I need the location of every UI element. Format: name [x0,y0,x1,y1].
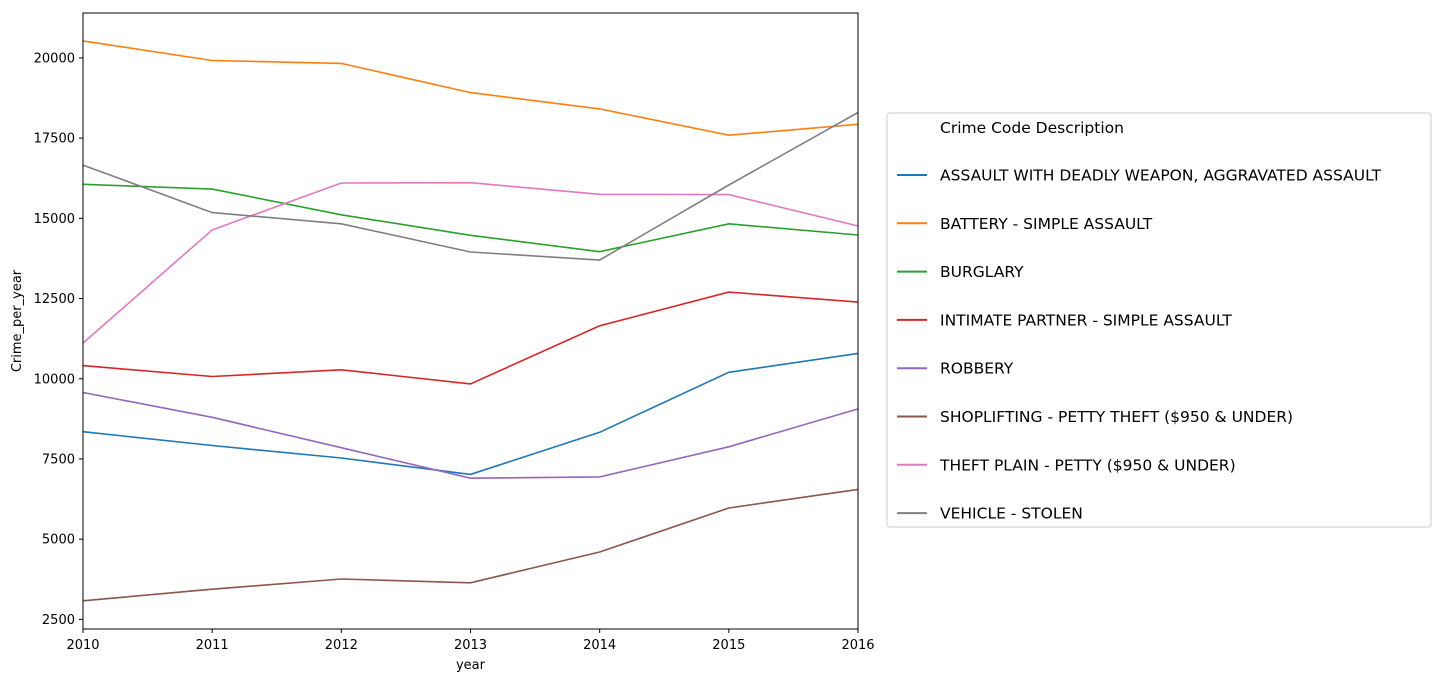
series-line-7 [82,111,859,261]
legend-entry-label: BURGLARY [940,263,1024,281]
legend-entry-label: SHOPLIFTING - PETTY THEFT ($950 & UNDER) [940,408,1293,426]
legend-entry-label: INTIMATE PARTNER - SIMPLE ASSAULT [940,311,1232,329]
series-line-3 [82,291,859,385]
legend-entry-label: BATTERY - SIMPLE ASSAULT [940,215,1153,233]
x-tick-label: 2016 [841,638,874,653]
legend-box [886,112,1432,528]
x-tick-label: 2011 [196,638,229,653]
legend: Crime Code Description ASSAULT WITH DEAD… [886,112,1432,528]
y-tick-label: 7500 [42,452,75,467]
x-tick-label: 2014 [583,638,616,653]
x-tick-label: 2010 [66,638,99,653]
y-tick-label: 5000 [42,533,75,548]
series-lines [82,40,859,602]
series-line-4 [82,391,859,480]
legend-title: Crime Code Description [940,119,1124,137]
x-axis-label: year [456,658,486,673]
series-line-6 [82,181,859,344]
legend-entry-label: THEFT PLAIN - PETTY ($950 & UNDER) [939,456,1236,474]
y-tick-label: 20000 [34,51,75,66]
y-tick-label: 2500 [42,613,75,628]
x-tick-label: 2013 [454,638,487,653]
y-tick-label: 17500 [34,132,75,147]
y-tick-label: 10000 [34,372,75,387]
series-line-5 [82,488,859,602]
legend-items: ASSAULT WITH DEADLY WEAPON, AGGRAVATED A… [897,167,1382,523]
plot-frame [82,12,859,630]
y-axis-label: Crime_per_year [10,269,25,372]
x-tick-label: 2015 [712,638,745,653]
x-axis-ticks: 2010 2011 2012 2013 2014 2015 2016 [66,629,875,653]
y-tick-label: 12500 [34,292,75,307]
series-line-1 [82,40,859,137]
y-tick-label: 15000 [34,212,75,227]
legend-entry-label: ASSAULT WITH DEADLY WEAPON, AGGRAVATED A… [940,167,1382,185]
series-line-0 [82,352,859,476]
legend-entry-label: ROBBERY [940,360,1014,378]
legend-entry-label: VEHICLE - STOLEN [940,505,1083,523]
x-tick-label: 2012 [325,638,358,653]
series-line-2 [82,183,859,253]
y-axis-ticks: 2500 5000 7500 10000 12500 15000 17500 20000 [34,51,83,628]
